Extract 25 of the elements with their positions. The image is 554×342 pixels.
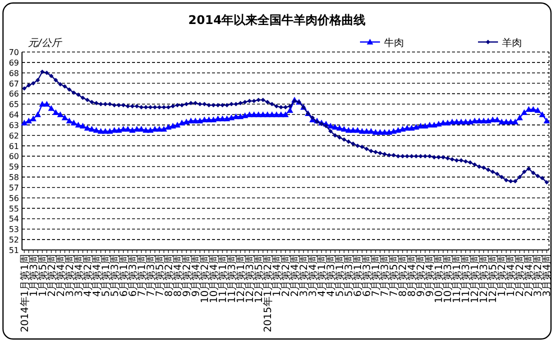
y-tick-label: 65 — [8, 100, 19, 110]
y-tick-label: 53 — [8, 225, 19, 234]
y-axis-title: 元/公斤 — [28, 37, 62, 49]
y-tick-label: 59 — [8, 162, 19, 172]
y-tick-label: 66 — [8, 90, 19, 99]
x-tick-label: 2月第2周 — [280, 254, 292, 297]
legend-label: 牛肉 — [384, 37, 404, 49]
y-tick-label: 68 — [8, 68, 19, 78]
y-tick-label: 58 — [8, 173, 19, 182]
y-tick-label: 60 — [8, 152, 19, 162]
y-tick-label: 56 — [8, 194, 19, 203]
y-tick-label: 52 — [8, 236, 19, 245]
y-tick-label: 51 — [8, 246, 19, 255]
chart-title: 2014年以来全国牛羊肉价格曲线 — [188, 13, 366, 27]
y-tick-label: 67 — [8, 79, 19, 88]
y-tick-label: 54 — [8, 214, 19, 224]
y-tick-label: 64 — [8, 110, 19, 120]
y-tick-label: 57 — [8, 183, 19, 192]
y-tick-label: 63 — [8, 120, 19, 130]
y-tick-label: 62 — [8, 131, 19, 140]
y-tick-label: 61 — [8, 142, 19, 151]
legend-label: 羊肉 — [502, 37, 522, 49]
y-tick-label: 70 — [8, 48, 19, 57]
y-tick-label: 69 — [8, 58, 19, 68]
y-tick-label: 55 — [8, 204, 19, 214]
